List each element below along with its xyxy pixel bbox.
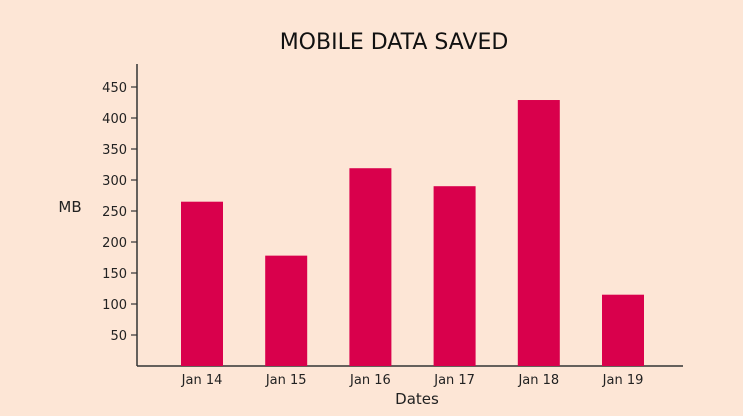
x-tick-label: Jan 18 bbox=[517, 373, 559, 388]
y-tick-label: 450 bbox=[102, 81, 127, 96]
y-tick-label: 350 bbox=[102, 143, 127, 158]
x-tick-label: Jan 17 bbox=[433, 373, 475, 388]
chart-title: MOBILE DATA SAVED bbox=[280, 30, 509, 55]
y-tick-label: 100 bbox=[102, 298, 127, 313]
bar-jan-14 bbox=[181, 201, 223, 366]
y-tick-label: 50 bbox=[110, 329, 127, 344]
x-tick-label: Jan 16 bbox=[349, 373, 391, 388]
x-axis-label: Dates bbox=[395, 390, 439, 408]
bars bbox=[181, 100, 644, 367]
bar-jan-18 bbox=[517, 100, 560, 367]
bar-jan-19 bbox=[602, 294, 644, 366]
x-tick-label: Jan 19 bbox=[602, 373, 644, 388]
y-tick-label: 250 bbox=[102, 205, 127, 220]
x-tick-label: Jan 14 bbox=[181, 373, 223, 388]
bar-jan-17 bbox=[433, 186, 476, 366]
y-tick-label: 200 bbox=[102, 236, 127, 251]
y-axis-ticks: 50 100 150 200 250 300 350 400 450 bbox=[102, 81, 137, 344]
y-axis-label: MB bbox=[58, 198, 81, 216]
y-tick-label: 300 bbox=[102, 174, 127, 189]
y-tick-label: 150 bbox=[102, 267, 127, 282]
x-tick-label: Jan 15 bbox=[265, 373, 307, 388]
y-tick-label: 400 bbox=[102, 112, 127, 127]
bar-jan-16 bbox=[349, 168, 392, 366]
x-axis-tick-labels: Jan 14 Jan 15 Jan 16 Jan 17 Jan 18 Jan 19 bbox=[181, 373, 644, 388]
bar-jan-15 bbox=[265, 255, 308, 366]
